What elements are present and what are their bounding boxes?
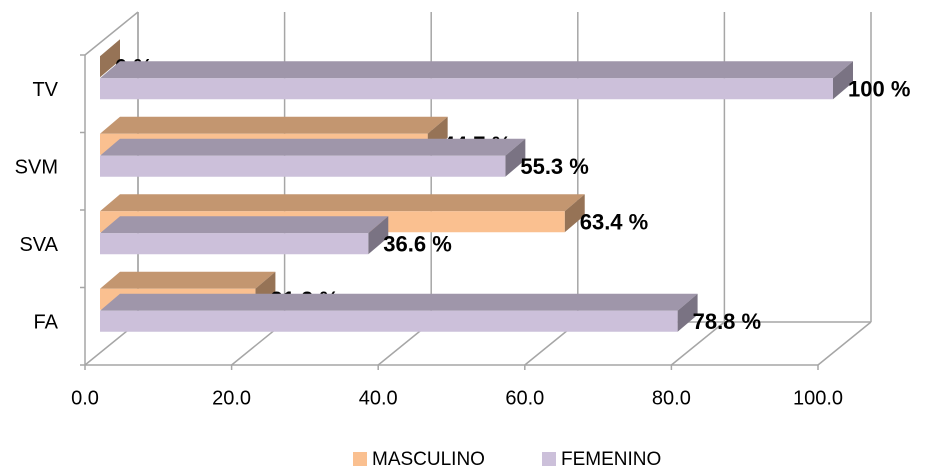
- bar-end: [677, 293, 698, 332]
- legend-label: MASCULINO: [372, 449, 485, 470]
- y-tick-label: SVA: [19, 234, 58, 256]
- bar-end: [368, 216, 389, 255]
- bar-top: [100, 194, 585, 212]
- legend-swatch: [542, 452, 556, 466]
- bar-end: [505, 138, 526, 177]
- bar-top: [100, 61, 853, 79]
- legend-swatch: [353, 452, 367, 466]
- bar-top: [100, 293, 698, 311]
- value-label: 55.3 %: [520, 154, 589, 179]
- y-tick-label: FA: [34, 312, 59, 334]
- x-tick-label: 0.0: [71, 387, 99, 409]
- value-label: 78.8 %: [693, 309, 762, 334]
- bar: [100, 310, 678, 332]
- value-label: 63.4 %: [580, 210, 649, 235]
- legend-label: FEMENINO: [561, 449, 661, 470]
- bar-top: [100, 116, 448, 134]
- x-tick-label: 20.0: [212, 387, 251, 409]
- x-tick-label: 40.0: [359, 387, 398, 409]
- value-label: 100 %: [848, 77, 910, 102]
- bar: [100, 155, 506, 177]
- grid-line: [670, 321, 725, 366]
- wall-edge: [84, 11, 139, 56]
- bar-top: [100, 138, 526, 156]
- x-tick-label: 60.0: [505, 387, 544, 409]
- bar: [100, 233, 369, 255]
- bar-end: [833, 61, 853, 100]
- y-tick-label: TV: [32, 79, 58, 101]
- bar-top: [100, 271, 276, 289]
- x-tick-label: 80.0: [652, 387, 691, 409]
- bar-end: [564, 194, 585, 233]
- bar-top: [100, 216, 389, 234]
- y-tick-label: SVM: [15, 157, 58, 179]
- x-tick-label: 100.0: [793, 387, 843, 409]
- value-label: 36.6 %: [383, 232, 452, 257]
- bar: [100, 78, 833, 100]
- grid-line: [817, 321, 872, 366]
- bar-end: [100, 39, 120, 78]
